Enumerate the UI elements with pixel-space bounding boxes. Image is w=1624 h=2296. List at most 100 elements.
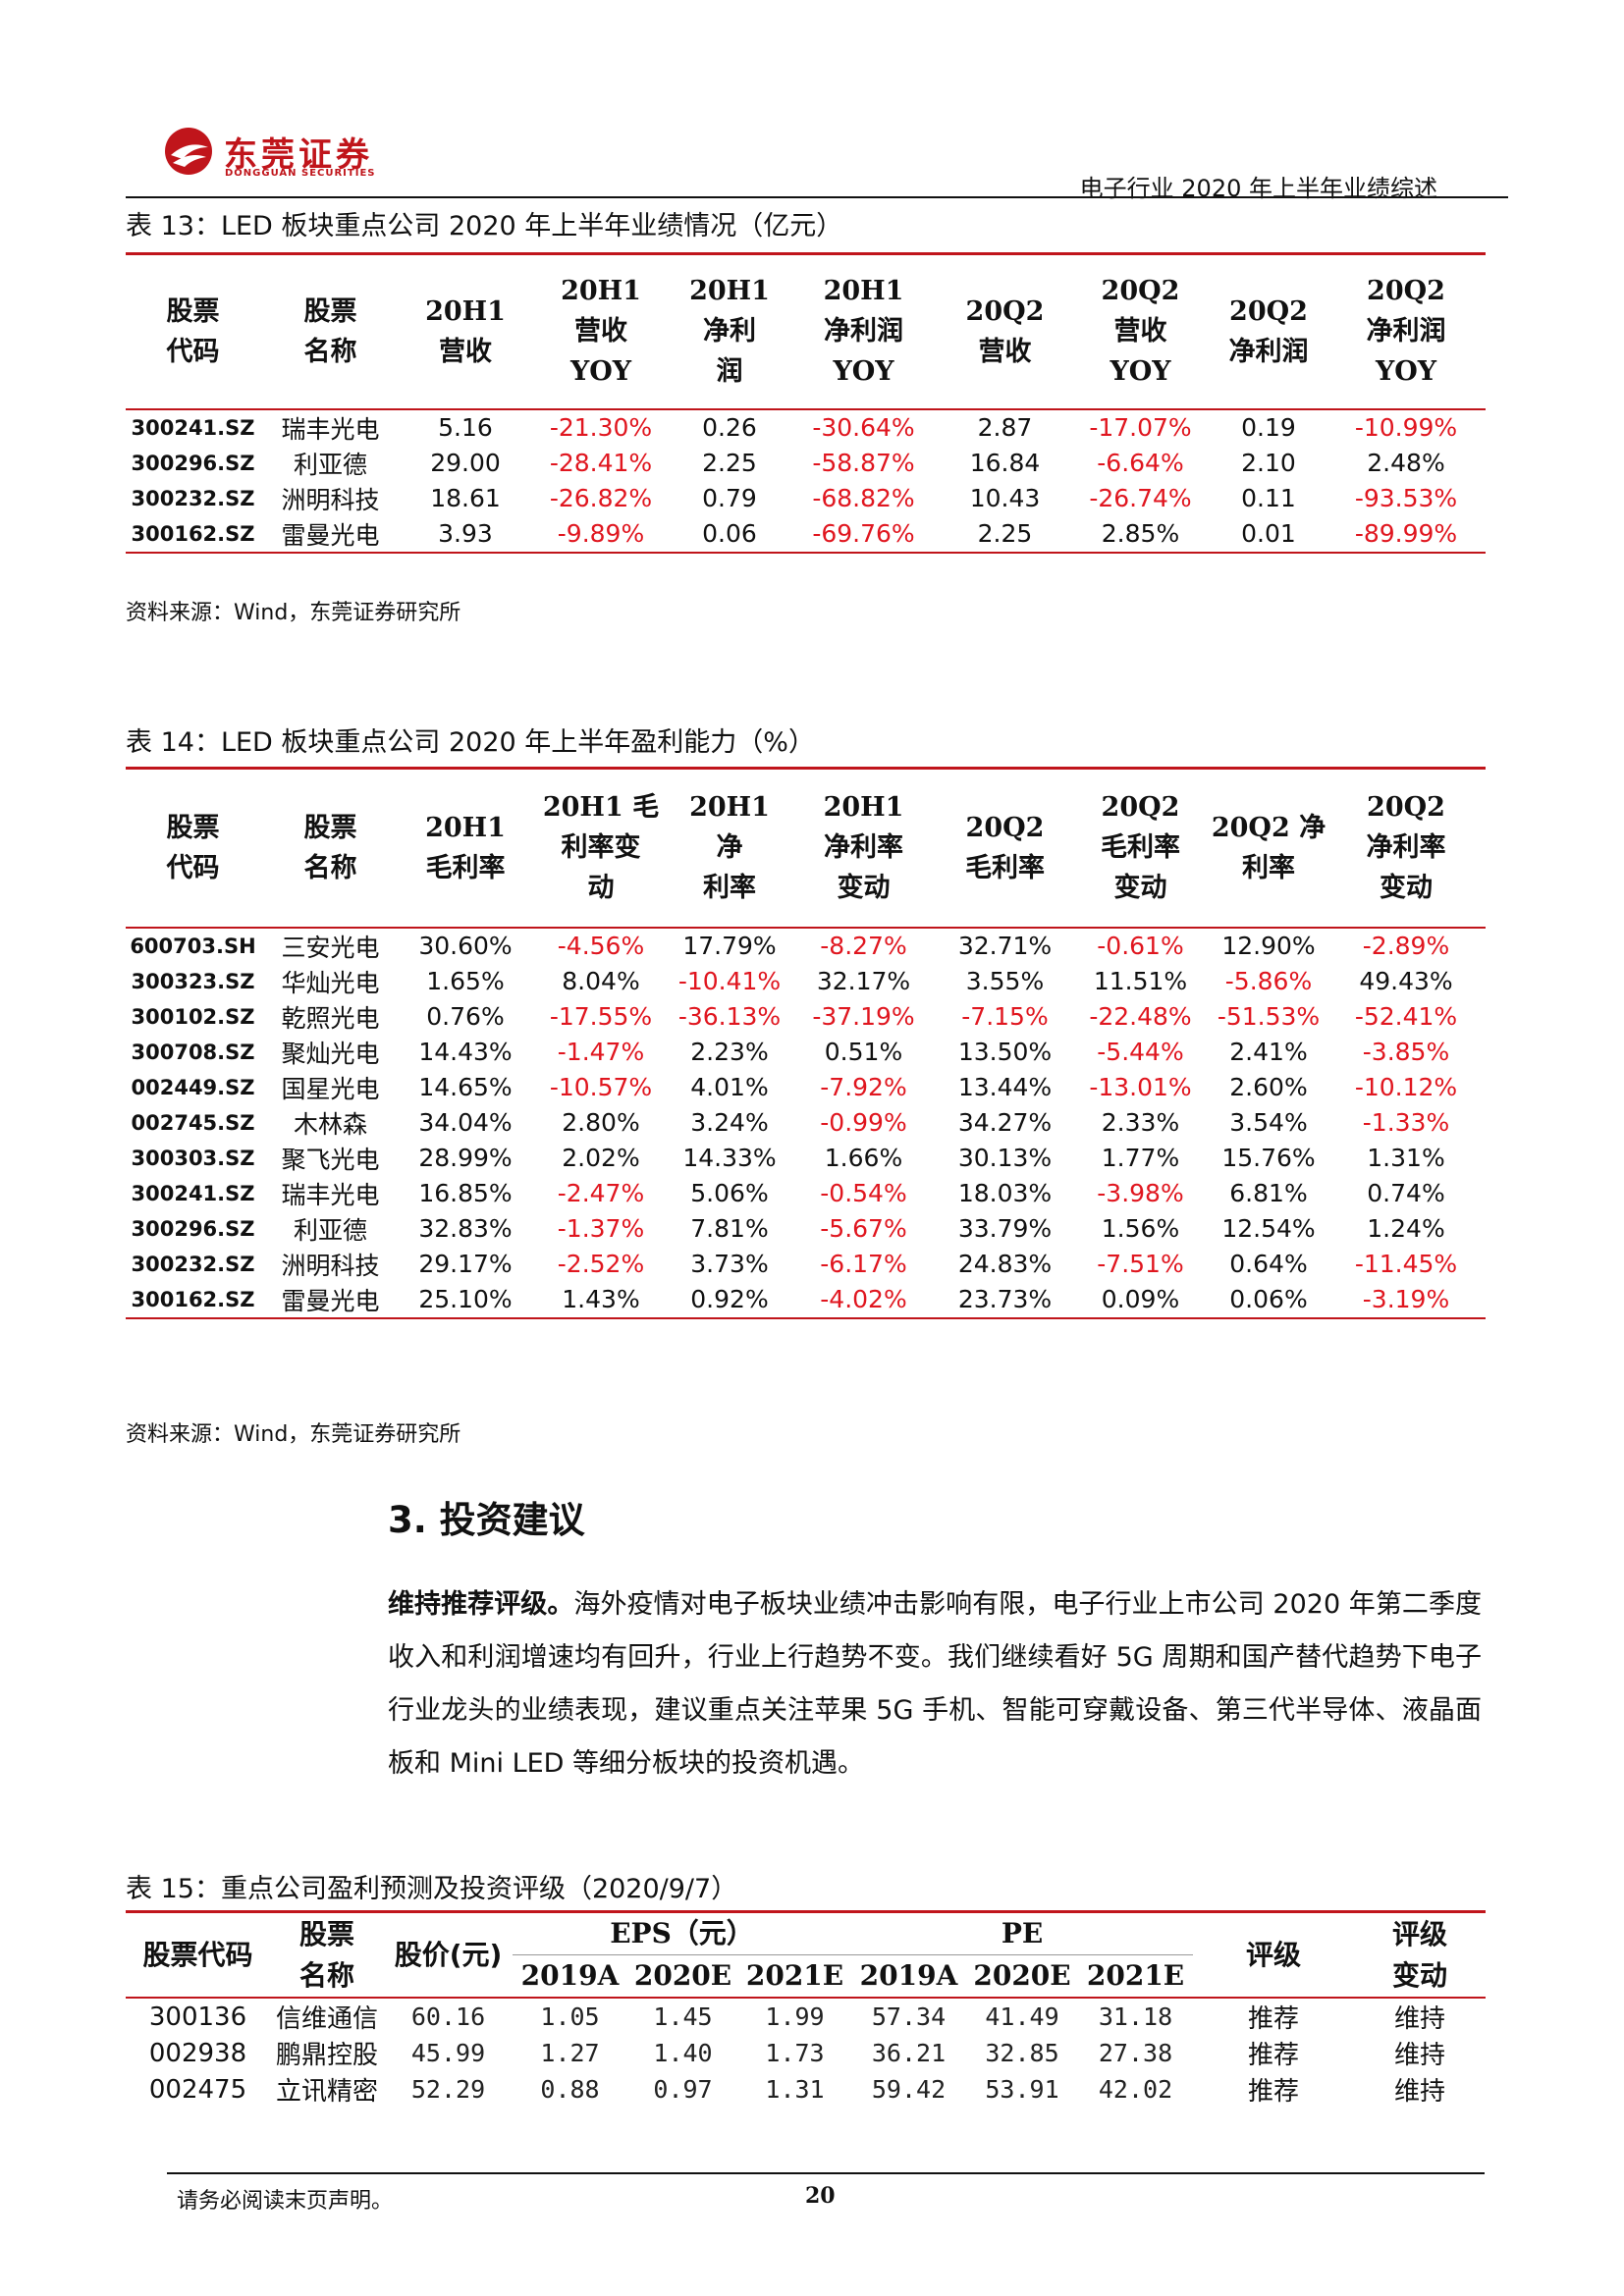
- table13-header-col-8: 20Q2 净利润: [1228, 295, 1309, 367]
- table15-cell: 32.85: [985, 2039, 1059, 2067]
- table14-cell: 2.60%: [1229, 1073, 1308, 1101]
- table13-cell: 2.25: [702, 449, 757, 477]
- table14-cell: 7.81%: [690, 1214, 769, 1243]
- table-row: 300102.SZ 乾照光电 0.76% -17.55% -36.13% -37.19% -…: [126, 999, 1486, 1035]
- table15-cell: 53.91: [985, 2075, 1059, 2104]
- table15-cell: 57.34: [871, 2002, 947, 2031]
- table14-cell: 瑞丰光电: [281, 1180, 380, 1209]
- table-row: 300296.SZ 利亚德 29.00 -28.41% 2.25 -58.87% 16.84…: [126, 446, 1486, 481]
- table14-cell: -51.53%: [1217, 1002, 1321, 1031]
- table-row: 300241.SZ 瑞丰光电 5.16 -21.30% 0.26 -30.64% 2.87 -…: [126, 409, 1486, 446]
- t15-header-pe-2020e: 2020E: [973, 1959, 1071, 1992]
- table-row: 300162.SZ 雷曼光电 25.10% 1.43% 0.92% -4.02% 23.73…: [126, 1282, 1486, 1318]
- table13-led-h1-results: 股票 代码 股票 名称 20H1 营收 20H1 营收 YOY 20H1 净利润 20H1 净利润 YOY…: [126, 252, 1486, 554]
- table15-cell: 推荐: [1248, 2077, 1300, 2107]
- table14-cell: 14.33%: [682, 1144, 777, 1172]
- table13-cell: -26.74%: [1089, 484, 1192, 512]
- table13-header-col-7: 20Q2 营收 YOY: [1101, 276, 1180, 388]
- table14-cell: -2.52%: [557, 1250, 645, 1278]
- table14-cell: -10.57%: [549, 1073, 653, 1101]
- table14-header-col-9: 20Q2 净利率 变动: [1366, 792, 1446, 904]
- t15-header-pe: PE: [851, 1911, 1194, 1955]
- table13-cell: 0.19: [1241, 413, 1296, 442]
- table15-cell: 36.21: [871, 2039, 947, 2067]
- table14-header-col-5: 20H1 净利率 变动: [823, 792, 904, 904]
- table14-cell: -0.61%: [1097, 932, 1184, 960]
- table15-cell: 1.99: [765, 2002, 825, 2031]
- table13-cell: 300162.SZ: [131, 521, 255, 546]
- footer-divider: [167, 2172, 1485, 2174]
- table-row: 002475 立讯精密 52.29 0.88 0.97 1.31 59.42 53.91 42.…: [126, 2071, 1486, 2108]
- table14-cell: -2.89%: [1362, 932, 1450, 960]
- table13-cell: 29.00: [430, 449, 501, 477]
- header-divider: [126, 196, 1508, 198]
- table-row: 300303.SZ 聚飞光电 28.99% 2.02% 14.33% 1.66% 30.13…: [126, 1141, 1486, 1176]
- table14-cell: 32.83%: [418, 1214, 513, 1243]
- table15-cell: 立讯精密: [275, 2077, 378, 2107]
- table13-cell: -10.99%: [1354, 413, 1458, 442]
- table15-cell: 52.29: [410, 2075, 486, 2104]
- table14-header-col-3: 20H1 毛利率变动: [542, 792, 660, 904]
- table-row: 600703.SH 三安光电 30.60% -4.56% 17.79% -8.27% 32.…: [126, 928, 1486, 964]
- table14-cell: 11.51%: [1093, 967, 1188, 995]
- table14-cell: 300162.SZ: [131, 1287, 255, 1311]
- t15-header-eps-2020e: 2020E: [633, 1959, 732, 1992]
- table13-cell: -9.89%: [557, 519, 645, 548]
- table13-header-col-6: 20Q2 营收: [965, 295, 1045, 367]
- table14-cell: 25.10%: [418, 1285, 513, 1313]
- table13-cell: 300241.SZ: [131, 415, 255, 440]
- table13-cell: 10.43: [969, 484, 1041, 512]
- table14-cell: 002449.SZ: [131, 1075, 255, 1099]
- table13-cell: -28.41%: [549, 449, 653, 477]
- table14-cell: 15.76%: [1221, 1144, 1316, 1172]
- table15-cell: 0.88: [540, 2075, 600, 2104]
- table14-cell: -3.19%: [1362, 1285, 1450, 1313]
- table13-caption: 表 13：LED 板块重点公司 2020 年上半年业绩情况（亿元）: [126, 211, 843, 241]
- table14-cell: 300303.SZ: [131, 1146, 255, 1170]
- table14-header-col-0: 股票 代码: [166, 812, 220, 883]
- table14-cell: -36.13%: [677, 1002, 782, 1031]
- table14-cell: -7.51%: [1097, 1250, 1184, 1278]
- table14-cell: 洲明科技: [281, 1251, 380, 1280]
- table13-cell: 300296.SZ: [131, 451, 255, 475]
- table14-cell: 1.31%: [1367, 1144, 1445, 1172]
- table13-cell: 雷曼光电: [281, 520, 380, 550]
- table14-cell: 3.54%: [1229, 1108, 1308, 1137]
- table13-cell: -69.76%: [812, 519, 915, 548]
- table14-cell: 3.73%: [690, 1250, 769, 1278]
- t15-header-code: 股票代码: [142, 1938, 253, 1971]
- table14-cell: -5.67%: [820, 1214, 907, 1243]
- table15-cell: 维持: [1394, 2041, 1446, 2070]
- table-row: 300296.SZ 利亚德 32.83% -1.37% 7.81% -5.67% 33.79…: [126, 1211, 1486, 1247]
- table14-cell: 34.04%: [418, 1108, 513, 1137]
- table13-cell: 0.26: [702, 413, 757, 442]
- table14-cell: 12.90%: [1221, 932, 1316, 960]
- paragraph-body: 海外疫情对电子板块业绩冲击影响有限，电子行业上市公司 2020 年第二季度收入和…: [388, 1589, 1482, 1779]
- table13-cell: 3.93: [438, 519, 493, 548]
- table14-cell: 1.65%: [426, 967, 505, 995]
- table14-cell: 1.24%: [1367, 1214, 1445, 1243]
- table14-cell: 32.17%: [816, 967, 911, 995]
- table14-header-col-2: 20H1 毛利率: [425, 812, 506, 883]
- table14-cell: 3.55%: [965, 967, 1045, 995]
- t15-header-price: 股价(元): [394, 1938, 503, 1971]
- table14-cell: -1.37%: [557, 1214, 645, 1243]
- table14-cell: 华灿光电: [281, 968, 380, 997]
- table13-cell: 18.61: [430, 484, 501, 512]
- table15-cell: 31.18: [1098, 2002, 1173, 2031]
- table-row: 300162.SZ 雷曼光电 3.93 -9.89% 0.06 -69.76% 2.25 2.…: [126, 516, 1486, 553]
- table13-cell: -30.64%: [812, 413, 915, 442]
- table15-cell: 鹏鼎控股: [275, 2041, 378, 2070]
- table14-header-col-8: 20Q2 净利率: [1211, 812, 1326, 883]
- table14-cell: 木林森: [293, 1109, 367, 1139]
- table13-cell: 2.10: [1241, 449, 1296, 477]
- table14-cell: 2.23%: [690, 1038, 769, 1066]
- table13-cell: -58.87%: [812, 449, 915, 477]
- table-row: 300232.SZ 洲明科技 29.17% -2.52% 3.73% -6.17% 24.8…: [126, 1247, 1486, 1282]
- table15-cell: 1.31: [765, 2075, 825, 2104]
- table14-cell: 300102.SZ: [131, 1004, 255, 1029]
- table13-cell: 300232.SZ: [131, 486, 255, 510]
- table14-cell: 1.77%: [1101, 1144, 1180, 1172]
- table14-cell: 30.13%: [957, 1144, 1053, 1172]
- table14-cell: 32.71%: [957, 932, 1053, 960]
